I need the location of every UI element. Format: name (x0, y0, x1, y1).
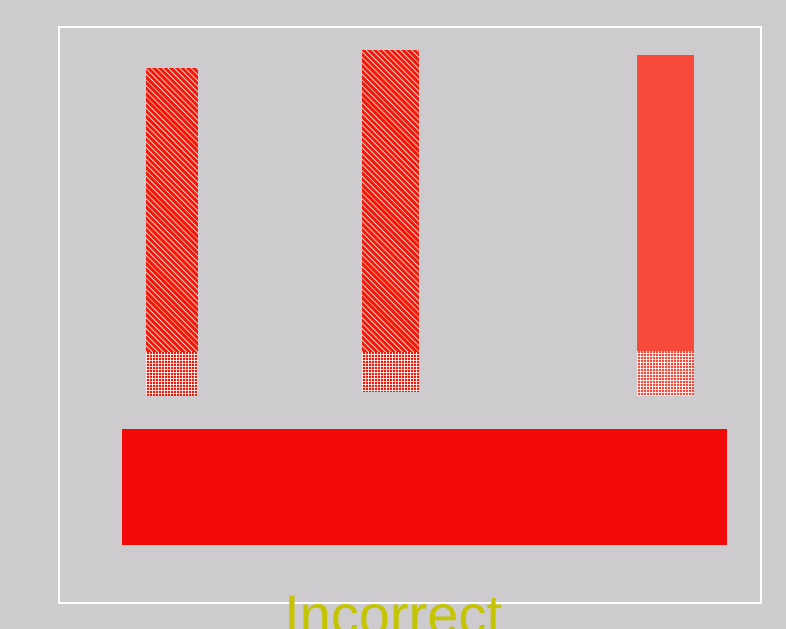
right-bar-dotted-foot (637, 351, 694, 396)
frame-border (58, 26, 762, 604)
middle-bar (362, 50, 419, 352)
base-block (122, 429, 727, 545)
right-bar (637, 55, 694, 351)
middle-bar-dotted-foot (362, 352, 419, 392)
left-bar-dotted-foot (146, 352, 198, 396)
left-bar (146, 68, 198, 352)
caption-text: Incorrect (284, 583, 502, 629)
